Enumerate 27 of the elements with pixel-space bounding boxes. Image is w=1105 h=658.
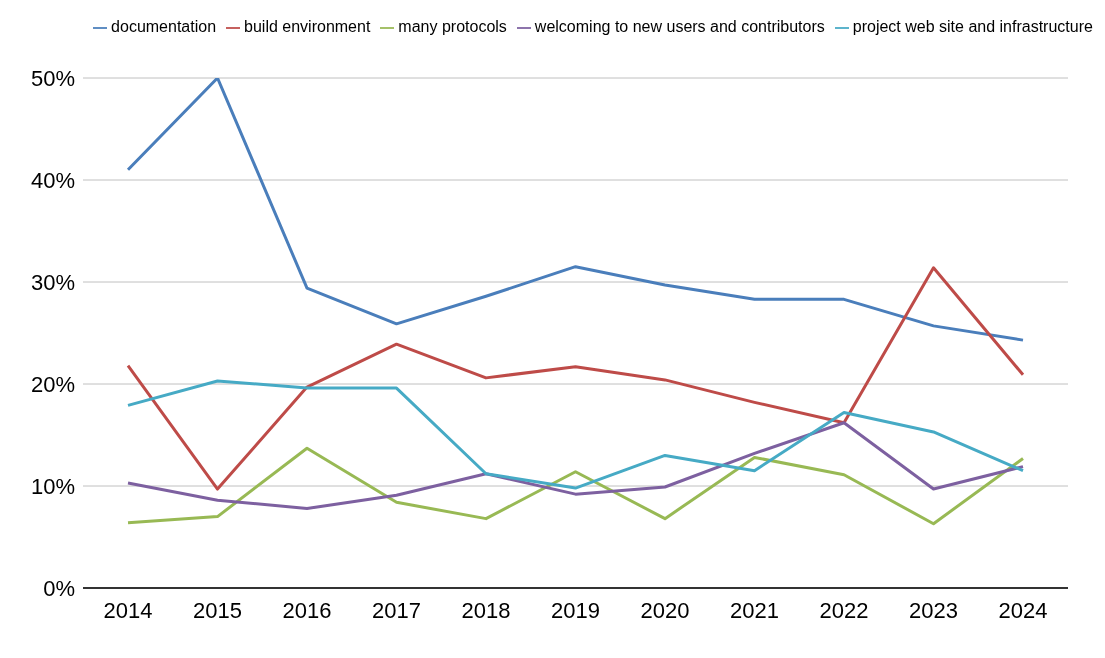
x-tick-label: 2017 (372, 597, 421, 623)
legend-label: documentation (111, 18, 217, 35)
x-tick-label: 2020 (640, 597, 690, 623)
x-tick-label: 2016 (282, 597, 332, 623)
legend-label: many protocols (398, 18, 507, 35)
line-series (126, 266, 1025, 491)
y-tick-label: 40% (30, 167, 75, 193)
y-tick-label: 10% (30, 473, 75, 499)
y-tick-label: 50% (30, 65, 75, 91)
line-series (126, 421, 1025, 510)
legend-label: welcoming to new users and contributors (534, 18, 825, 35)
line-series (126, 78, 1025, 342)
x-tick-label: 2023 (909, 597, 958, 623)
x-tick-label: 2022 (819, 597, 869, 623)
line-series (126, 446, 1025, 526)
legend-label: build environment (244, 18, 371, 35)
x-tick-label: 2021 (730, 597, 779, 623)
line-series (126, 379, 1025, 490)
legend-label: project web site and infrastructure (852, 18, 1093, 35)
y-tick-label: 20% (30, 371, 75, 397)
y-tick-label: 0% (43, 575, 75, 601)
x-tick-label: 2018 (461, 597, 511, 623)
x-tick-label: 2015 (193, 597, 242, 623)
y-tick-label: 30% (30, 269, 75, 295)
x-tick-label: 2014 (103, 597, 153, 623)
x-tick-label: 2019 (551, 597, 600, 623)
x-tick-label: 2024 (998, 597, 1048, 623)
